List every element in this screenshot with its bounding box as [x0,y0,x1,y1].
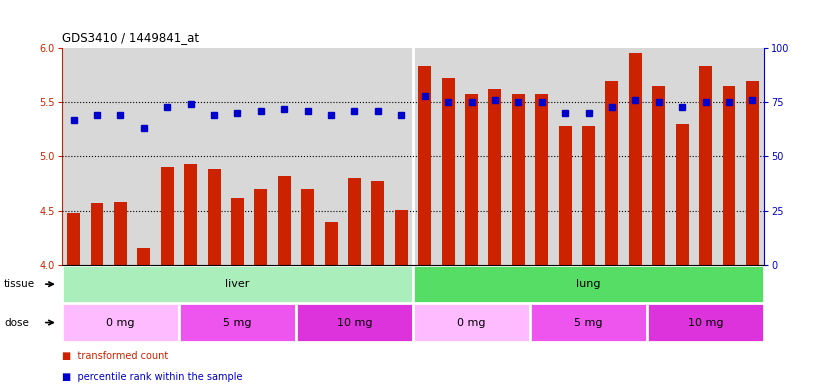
Bar [629,53,642,265]
Bar [746,81,759,265]
Bar [647,303,764,342]
Bar [114,202,127,265]
Text: lung: lung [577,279,601,289]
Bar [67,213,80,265]
Bar [558,126,572,265]
Bar [676,124,689,265]
Bar [137,248,150,265]
Bar [296,303,413,342]
Bar [395,210,408,265]
Text: dose: dose [4,318,29,328]
Text: ■  percentile rank within the sample: ■ percentile rank within the sample [62,372,243,382]
Bar [442,78,454,265]
Bar [179,303,296,342]
Text: 0 mg: 0 mg [107,318,135,328]
Bar [348,178,361,265]
Text: tissue: tissue [4,279,36,289]
Bar [231,198,244,265]
Bar [699,66,712,265]
Bar [184,164,197,265]
Bar [301,189,314,265]
Text: 10 mg: 10 mg [688,318,724,328]
Text: liver: liver [225,279,249,289]
Bar [653,86,665,265]
Bar [605,81,619,265]
Bar [582,126,595,265]
Bar [62,303,179,342]
Bar [91,203,103,265]
Bar [278,176,291,265]
Bar [413,265,764,303]
Text: 5 mg: 5 mg [223,318,252,328]
Bar [465,94,478,265]
Bar [254,189,268,265]
Text: 10 mg: 10 mg [337,318,373,328]
Text: ■  transformed count: ■ transformed count [62,351,169,361]
Text: 5 mg: 5 mg [574,318,603,328]
Bar [161,167,173,265]
Bar [535,94,548,265]
Text: GDS3410 / 1449841_at: GDS3410 / 1449841_at [62,31,199,44]
Bar [372,181,384,265]
Bar [530,303,647,342]
Text: 0 mg: 0 mg [458,318,486,328]
Bar [512,94,525,265]
Bar [488,89,501,265]
Bar [413,303,530,342]
Bar [207,169,221,265]
Bar [723,86,735,265]
Bar [418,66,431,265]
Bar [62,265,413,303]
Bar [325,222,338,265]
